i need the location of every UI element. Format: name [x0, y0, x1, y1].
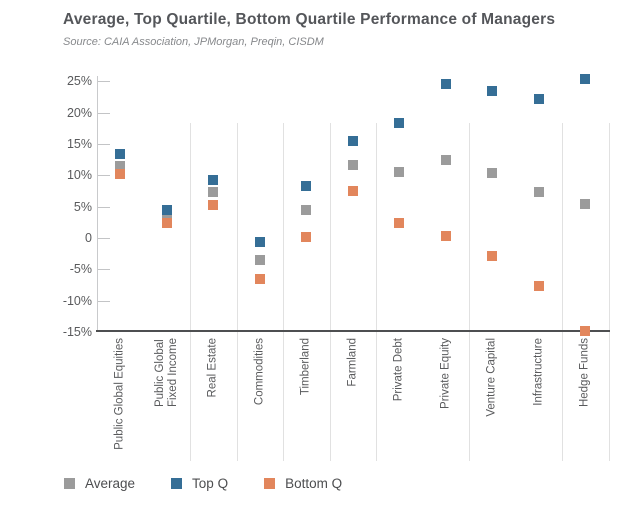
- legend-item-average: Average: [64, 476, 135, 491]
- legend: Average Top Q Bottom Q: [64, 476, 378, 491]
- category-label: Hedge Funds: [578, 338, 591, 408]
- y-tick-mark: [98, 81, 110, 83]
- legend-label: Top Q: [192, 476, 229, 491]
- data-point-top_q: [533, 93, 544, 104]
- y-tick-label: 10%: [66, 168, 92, 183]
- y-tick-label: -15%: [62, 325, 92, 340]
- category-label: Timberland: [299, 338, 312, 396]
- category-separator-line: [562, 123, 563, 461]
- data-point-top_q: [301, 180, 312, 191]
- y-tick-label: 15%: [66, 136, 92, 151]
- data-point-bottom_q: [533, 280, 544, 291]
- data-point-average: [487, 168, 498, 179]
- data-point-top_q: [254, 236, 265, 247]
- y-tick-label: 25%: [66, 74, 92, 89]
- category-label: Private Equity: [439, 338, 452, 409]
- category-separator-line: [608, 123, 610, 461]
- y-tick-label: 20%: [66, 105, 92, 120]
- data-point-top_q: [161, 204, 172, 215]
- data-point-average: [347, 160, 358, 171]
- data-point-top_q: [487, 86, 498, 97]
- y-tick-mark: [98, 175, 110, 177]
- data-point-bottom_q: [301, 231, 312, 242]
- y-tick-mark: [98, 112, 110, 114]
- data-point-average: [533, 186, 544, 197]
- data-point-top_q: [208, 174, 219, 185]
- data-point-average: [115, 160, 126, 171]
- category-label: Farmland: [346, 338, 359, 387]
- category-separator-line: [283, 123, 284, 461]
- data-point-average: [161, 211, 172, 222]
- category-separator-line: [376, 123, 377, 461]
- y-tick-label: -10%: [62, 293, 92, 308]
- data-point-average: [301, 205, 312, 216]
- chart-source: Source: CAIA Association, JPMorgan, Preq…: [63, 36, 324, 48]
- category-separator-line: [469, 123, 470, 461]
- legend-item-bottom_q: Bottom Q: [264, 476, 342, 491]
- data-point-top_q: [115, 148, 126, 159]
- data-point-average: [440, 155, 451, 166]
- data-point-average: [580, 199, 591, 210]
- legend-swatch-bottom_q: [264, 478, 276, 489]
- data-point-bottom_q: [347, 185, 358, 196]
- category-label: Real Estate: [206, 338, 219, 398]
- y-tick-label: 5%: [73, 199, 92, 214]
- data-point-bottom_q: [580, 325, 591, 336]
- legend-label: Average: [85, 476, 136, 491]
- legend-label: Bottom Q: [285, 476, 343, 491]
- x-axis-line: [96, 330, 610, 332]
- category-label: Infrastructure: [532, 338, 545, 406]
- category-separator-line: [329, 123, 331, 461]
- data-point-bottom_q: [161, 217, 172, 228]
- legend-swatch-average: [64, 478, 75, 489]
- y-tick-mark: [98, 300, 110, 302]
- category-separator-line: [190, 123, 191, 461]
- y-tick-label: 0: [85, 231, 92, 245]
- y-tick-mark: [98, 269, 110, 271]
- category-separator-line: [236, 123, 238, 461]
- data-point-bottom_q: [115, 168, 126, 179]
- y-tick-mark: [98, 143, 110, 145]
- y-axis-line: [97, 76, 98, 331]
- data-point-top_q: [440, 79, 451, 90]
- category-label: Private Debt: [392, 338, 405, 402]
- category-label: Public Global Equities: [113, 338, 126, 450]
- data-point-average: [208, 186, 219, 197]
- data-point-average: [254, 254, 265, 265]
- legend-item-top_q: Top Q: [171, 476, 228, 491]
- data-point-top_q: [394, 117, 405, 128]
- y-tick-mark: [98, 238, 110, 239]
- data-point-bottom_q: [487, 250, 498, 261]
- data-point-top_q: [580, 73, 591, 84]
- data-point-bottom_q: [208, 199, 219, 210]
- legend-swatch-top_q: [171, 478, 183, 489]
- y-tick-mark: [98, 206, 110, 208]
- category-label: Public Global Fixed Income: [153, 338, 179, 408]
- category-label: Commodities: [253, 338, 266, 406]
- data-point-top_q: [347, 135, 358, 146]
- data-point-bottom_q: [394, 217, 405, 228]
- y-tick-label: -5%: [69, 262, 92, 277]
- data-point-bottom_q: [440, 231, 451, 242]
- chart-title: Average, Top Quartile, Bottom Quartile P…: [63, 11, 556, 28]
- data-point-average: [394, 167, 405, 178]
- data-point-bottom_q: [254, 273, 265, 284]
- category-label: Venture Capital: [485, 338, 498, 417]
